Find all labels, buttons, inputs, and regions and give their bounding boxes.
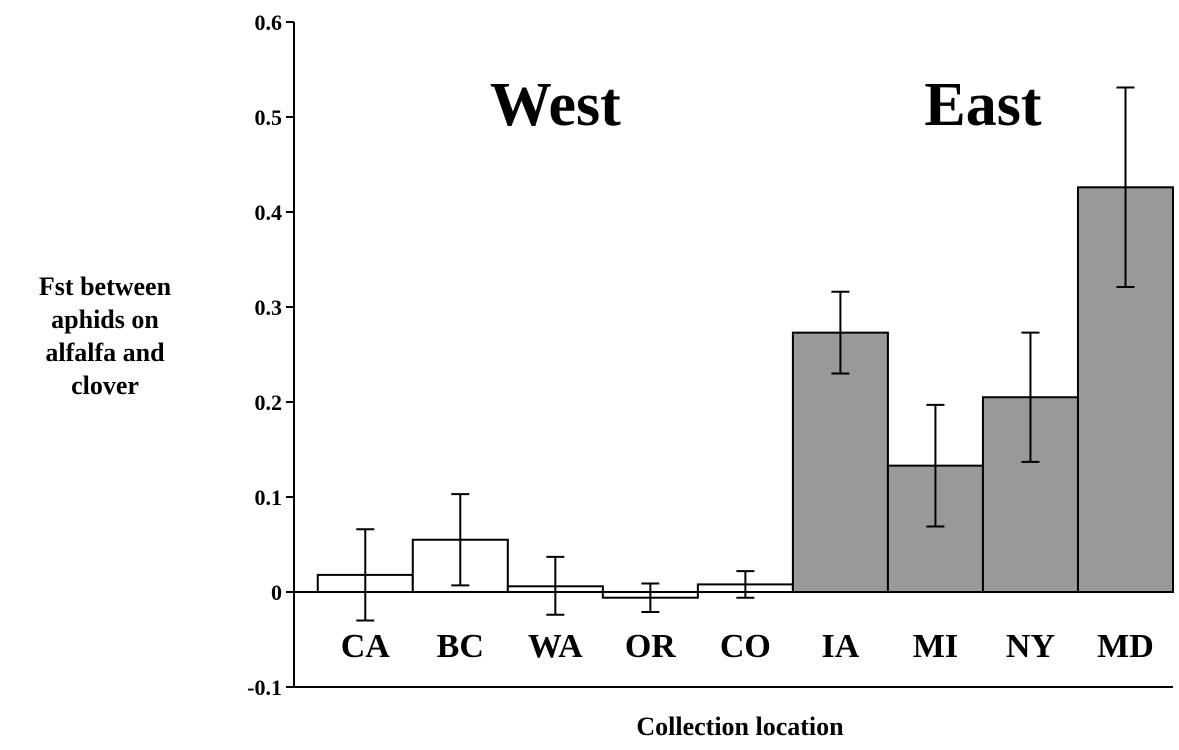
y-tick-label: 0.3: [255, 295, 283, 320]
y-tick-label: 0.5: [255, 105, 283, 130]
y-axis-label-line-4: clover: [71, 371, 139, 400]
category-label-ca: CA: [341, 628, 391, 665]
category-label-md: MD: [1097, 628, 1154, 665]
x-axis-label: Collection location: [636, 712, 844, 741]
category-label-mi: MI: [913, 628, 958, 665]
y-axis-label-line-1: Fst between: [38, 272, 172, 301]
group-label-east: East: [924, 71, 1041, 139]
bar-ia: [791, 331, 889, 593]
category-label-bc: BC: [437, 628, 484, 665]
group-label-west: West: [490, 71, 621, 139]
plot-area: -0.1 0 0.1 0.2 0.3 0.4 0.5 0.6 CA BC WA OR CO IA MI NY M…: [247, 10, 1175, 700]
y-tick-label: 0.4: [255, 200, 283, 225]
y-tick-label: 0: [271, 580, 282, 605]
y-tick-label: 0.6: [255, 10, 283, 35]
category-label-wa: WA: [528, 628, 583, 665]
y-tick-label: -0.1: [247, 675, 282, 700]
y-axis-label: Fst between aphids on alfalfa and clover: [0, 270, 210, 402]
category-label-co: CO: [720, 628, 771, 665]
category-label-ny: NY: [1006, 628, 1055, 665]
category-label-or: OR: [625, 628, 676, 665]
category-label-ia: IA: [822, 628, 860, 665]
y-tick-label: 0.2: [255, 390, 283, 415]
y-axis-label-line-2: aphids on: [51, 305, 159, 334]
y-tick-label: 0.1: [255, 485, 283, 510]
y-axis-label-line-3: alfalfa and: [45, 338, 165, 367]
